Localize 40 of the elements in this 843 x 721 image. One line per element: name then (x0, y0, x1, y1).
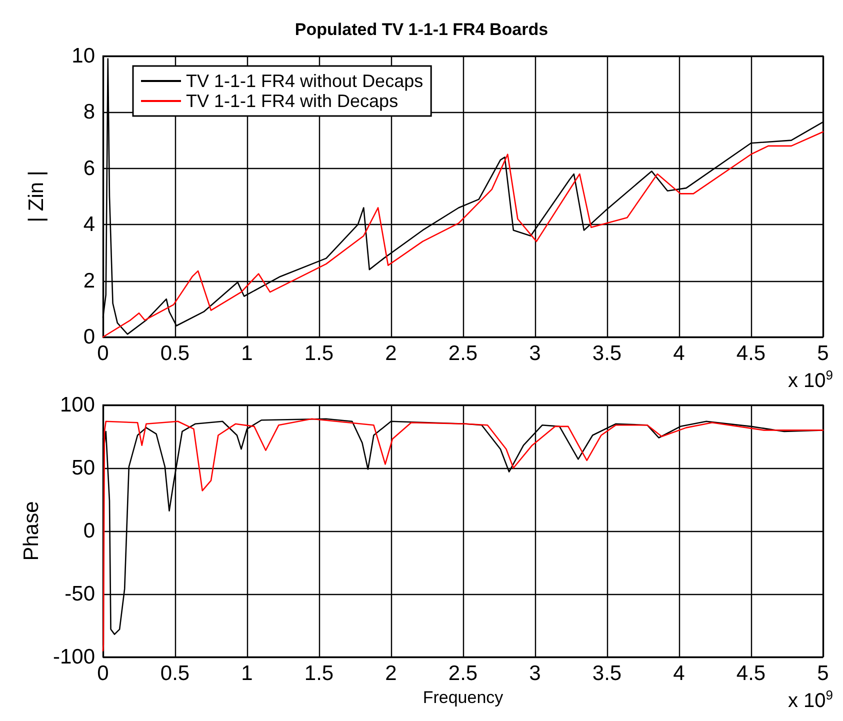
x-tick-label: 4 (673, 342, 686, 365)
x-tick-label: 0 (97, 342, 109, 365)
x-tick-label: 1 (241, 662, 253, 685)
x-tick-label: 3.5 (592, 342, 622, 365)
x-tick-label: 2.5 (448, 342, 478, 365)
line-series (102, 58, 824, 335)
x-tick-label: 2 (385, 662, 397, 685)
x-tick-label: 0 (97, 662, 109, 685)
y-tick-label: 8 (83, 100, 95, 124)
x-tick-label: 2.5 (448, 662, 478, 685)
x-tick-label: 3.5 (592, 662, 622, 685)
y-tick-label: 50 (72, 456, 95, 480)
x-tick-label: 1.5 (304, 342, 334, 365)
chart-title: Populated TV 1-1-1 FR4 Boards (294, 20, 548, 39)
x-tick-label: 5 (817, 342, 829, 365)
x-tick-label: 0.5 (160, 342, 190, 365)
y-tick-label: 2 (83, 269, 95, 292)
y-axis-title: | Zin | (25, 170, 48, 222)
y-tick-label: 10 (72, 44, 95, 68)
x-tick-label: 4.5 (736, 342, 766, 365)
legend-label: TV 1-1-1 FR4 without Decaps (186, 71, 424, 91)
y-tick-label: 4 (83, 213, 96, 236)
y-tick-label: -50 (64, 582, 95, 606)
x-tick-label: 3 (529, 342, 541, 365)
x-tick-label: 1 (241, 342, 253, 365)
y-tick-label: 6 (83, 156, 95, 180)
y-tick-label: 100 (60, 394, 95, 416)
x-tick-label: 4 (673, 662, 686, 685)
x-tick-label: 3 (529, 662, 541, 685)
y-tick-label: -100 (52, 646, 95, 668)
x-tick-label: 5 (817, 662, 829, 685)
y-axis-title: Phase (20, 501, 44, 561)
y-tick-label: 0 (83, 520, 95, 542)
x-tick-label: 2 (385, 342, 397, 365)
y-tick-label: 0 (83, 326, 95, 348)
x-tick-label: 0.5 (160, 662, 190, 685)
legend-label: TV 1-1-1 FR4 with Decaps (186, 91, 398, 111)
x-axis-title: Frequency (422, 688, 504, 707)
x-tick-label: 4.5 (736, 662, 766, 685)
x-tick-label: 1.5 (304, 662, 334, 685)
